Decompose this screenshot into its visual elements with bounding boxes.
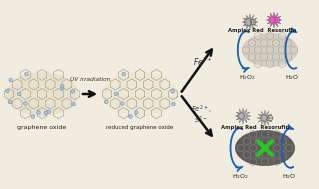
Circle shape [17, 92, 21, 96]
Text: $\mathit{Fe^{2+},}$: $\mathit{Fe^{2+},}$ [191, 104, 211, 116]
Ellipse shape [242, 33, 298, 67]
Circle shape [129, 115, 132, 118]
Text: $\mathsf{H_2O_2}$: $\mathsf{H_2O_2}$ [233, 172, 249, 181]
Circle shape [172, 102, 175, 106]
Circle shape [9, 78, 12, 82]
Circle shape [72, 102, 75, 106]
Circle shape [122, 72, 125, 76]
Circle shape [47, 110, 51, 114]
Circle shape [5, 89, 9, 93]
Circle shape [121, 102, 124, 105]
Text: reduced graphene oxide: reduced graphene oxide [106, 125, 174, 130]
Ellipse shape [235, 130, 295, 166]
Circle shape [37, 111, 40, 114]
Circle shape [114, 92, 118, 96]
Circle shape [60, 84, 64, 88]
Circle shape [31, 115, 35, 118]
Circle shape [60, 87, 64, 90]
Circle shape [171, 90, 174, 93]
Text: $\mathit{S^{2-}}$: $\mathit{S^{2-}}$ [194, 114, 208, 126]
Circle shape [8, 100, 12, 104]
Text: $\mathsf{H_2O_2}$: $\mathsf{H_2O_2}$ [240, 73, 256, 82]
Text: Amplex Red  Resorufin: Amplex Red Resorufin [221, 125, 289, 130]
Circle shape [25, 72, 28, 76]
Text: Amplex Red  Resorufin: Amplex Red Resorufin [228, 28, 296, 33]
Polygon shape [242, 14, 258, 30]
Polygon shape [266, 12, 282, 28]
Circle shape [24, 102, 27, 105]
Circle shape [44, 111, 48, 115]
Polygon shape [257, 110, 273, 126]
Ellipse shape [6, 72, 78, 116]
Ellipse shape [102, 72, 178, 116]
Text: $\mathsf{H_2O}$: $\mathsf{H_2O}$ [282, 172, 296, 181]
Text: UV irradiation: UV irradiation [70, 77, 110, 82]
Circle shape [135, 111, 138, 114]
Text: graphene oxide: graphene oxide [17, 125, 67, 130]
Text: $\mathit{Fe^{2+}}$: $\mathit{Fe^{2+}}$ [193, 56, 213, 68]
Circle shape [104, 100, 108, 104]
Circle shape [71, 90, 75, 93]
Polygon shape [235, 108, 251, 124]
Text: $\mathsf{H_2O}$: $\mathsf{H_2O}$ [285, 73, 299, 82]
